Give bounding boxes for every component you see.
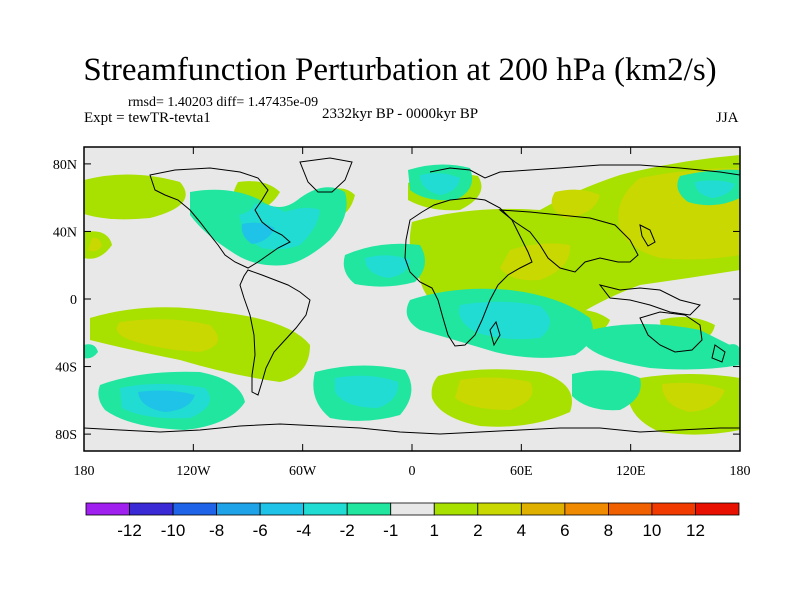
colorbar-label: 4 xyxy=(517,521,526,540)
lat-label: 40N xyxy=(53,225,77,240)
colorbar-swatch xyxy=(303,502,348,516)
colorbar-label: -1 xyxy=(383,521,398,540)
negative-anomaly-fields xyxy=(84,164,740,430)
colorbar-swatch xyxy=(695,502,740,516)
lon-label: 0 xyxy=(409,464,416,479)
rmsd-diff-stats: rmsd= 1.40203 diff= 1.47435e-09 xyxy=(128,95,319,110)
colorbar-swatch xyxy=(346,502,392,516)
lon-label: 120E xyxy=(616,464,646,479)
lat-label: 80N xyxy=(53,158,77,173)
lon-label: 60E xyxy=(510,464,533,479)
chart-title: Streamfunction Perturbation at 200 hPa (… xyxy=(83,52,717,88)
lon-label: 180 xyxy=(74,464,95,479)
colorbar-swatch xyxy=(390,502,435,516)
colorbar-label: 8 xyxy=(604,521,613,540)
lat-label: 80S xyxy=(55,428,77,443)
colorbar-swatch xyxy=(433,502,479,516)
colorbar: -12 -10 -8 -6 -4 -2 -1 1 2 4 6 8 10 12 xyxy=(85,502,740,540)
experiment-label: Expt = tewTR-tevta1 xyxy=(84,110,211,126)
colorbar-label: -6 xyxy=(253,521,268,540)
colorbar-label: 6 xyxy=(560,521,569,540)
lat-label: 0 xyxy=(70,293,77,308)
colorbar-swatch xyxy=(608,502,653,516)
colorbar-label: -8 xyxy=(209,521,224,540)
lon-label: 120W xyxy=(176,464,211,479)
period-label: 2332kyr BP - 0000kyr BP xyxy=(322,106,479,122)
colorbar-swatch xyxy=(259,502,305,516)
season-label: JJA xyxy=(716,110,739,126)
colorbar-label: 10 xyxy=(642,521,661,540)
colorbar-label: -4 xyxy=(296,521,311,540)
colorbar-label: -2 xyxy=(340,521,355,540)
colorbar-swatch xyxy=(172,502,217,516)
colorbar-swatch xyxy=(477,502,522,516)
lon-label: 180 xyxy=(730,464,751,479)
colorbar-swatch xyxy=(129,502,174,516)
coastlines xyxy=(84,157,740,435)
colorbar-swatch xyxy=(520,502,566,516)
lon-label: 60W xyxy=(289,464,317,479)
colorbar-label: 12 xyxy=(686,521,705,540)
colorbar-swatch xyxy=(216,502,261,516)
colorbar-swatch xyxy=(651,502,696,516)
colorbar-label: 2 xyxy=(473,521,482,540)
colorbar-swatch xyxy=(85,502,130,516)
colorbar-swatch xyxy=(564,502,609,516)
colorbar-label: 1 xyxy=(430,521,439,540)
longitude-axis: 180 120W 60W 0 60E 120E 180 xyxy=(74,147,751,479)
lat-label: 40S xyxy=(55,361,77,376)
colorbar-label: -10 xyxy=(161,521,186,540)
colorbar-label: -12 xyxy=(117,521,142,540)
latitude-axis: 80N 40N 0 40S 80S xyxy=(53,158,740,443)
